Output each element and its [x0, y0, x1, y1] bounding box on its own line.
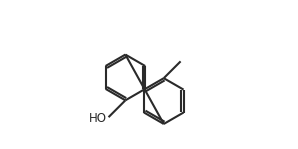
Text: HO: HO — [89, 112, 107, 125]
